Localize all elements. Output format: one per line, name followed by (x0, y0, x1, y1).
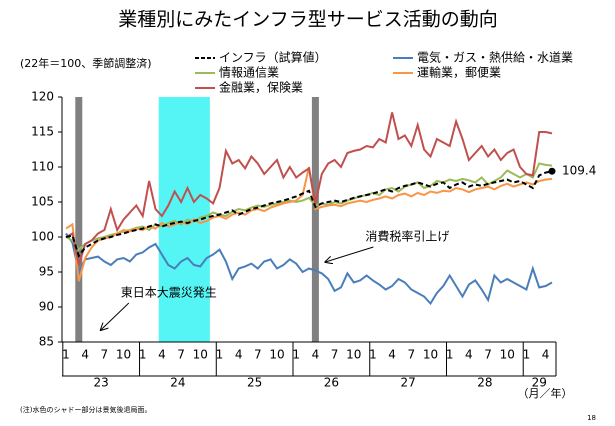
chart-title: 業種別にみたインフラ型サービス活動の動向 (118, 9, 497, 31)
year-label: 24 (170, 376, 185, 390)
year-label: 25 (247, 376, 262, 390)
series-line (65, 162, 553, 252)
annotation: 消費税率引上げ (365, 229, 449, 244)
x-tick-label: 10 (500, 348, 515, 362)
x-tick-label: 10 (193, 348, 208, 362)
legend-label: 電気・ガス・熱供給・水道業 (417, 50, 573, 65)
x-tick-label: 7 (407, 348, 415, 362)
legend-label: 金融業，保険業 (219, 80, 303, 95)
subtitle: (22年＝100、季節調整済) (20, 56, 152, 70)
x-tick-label: 1 (446, 348, 454, 362)
x-tick-label: 7 (101, 348, 109, 362)
x-tick-label: 1 (523, 348, 531, 362)
x-tick-label: 1 (369, 348, 377, 362)
year-label: 27 (400, 376, 415, 390)
x-tick-label: 4 (312, 348, 320, 362)
x-tick-label: 10 (423, 348, 438, 362)
x-tick-label: 4 (465, 348, 473, 362)
x-tick-label: 7 (484, 348, 492, 362)
year-label: 29 (532, 376, 547, 390)
x-tick-label: 10 (269, 348, 284, 362)
annotation-arrow (101, 302, 130, 330)
series-line (65, 232, 553, 306)
y-tick-label: 100 (31, 230, 54, 244)
y-tick-label: 105 (31, 195, 54, 209)
footnote: (注)水色のシャドー部分は景気後退局面。 (20, 405, 151, 414)
year-label: 23 (94, 376, 109, 390)
y-tick-label: 90 (39, 300, 54, 314)
y-tick-label: 110 (31, 160, 54, 174)
x-tick-label: 1 (139, 348, 147, 362)
end-point (548, 167, 556, 175)
x-unit-label: （月／年） (518, 386, 573, 400)
annotation-arrow (325, 246, 374, 262)
series-line (65, 112, 553, 266)
annotation: 東日本大震災発生 (121, 286, 217, 300)
x-tick-label: 1 (62, 348, 70, 362)
year-label: 28 (477, 376, 492, 390)
x-tick-label: 4 (542, 348, 550, 362)
x-tick-label: 4 (235, 348, 243, 362)
legend-label: 情報通信業 (219, 66, 279, 80)
series-line (65, 166, 553, 282)
end-value-label: 109.4 (562, 164, 596, 178)
x-tick-label: 1 (292, 348, 300, 362)
y-tick-label: 95 (39, 265, 54, 279)
event-bar (311, 97, 319, 342)
page-number: 18 (587, 414, 596, 422)
x-tick-label: 10 (116, 348, 131, 362)
y-tick-label: 85 (39, 335, 54, 349)
series-line (65, 170, 553, 259)
y-tick-label: 120 (31, 90, 54, 104)
x-tick-label: 7 (254, 348, 262, 362)
legend-label: インフラ（試算値） (219, 50, 327, 65)
y-tick-label: 115 (31, 125, 54, 139)
year-label: 26 (324, 376, 339, 390)
x-tick-label: 10 (346, 348, 361, 362)
x-tick-label: 4 (81, 348, 89, 362)
x-tick-label: 4 (388, 348, 396, 362)
x-tick-label: 1 (216, 348, 224, 362)
legend-label: 運輸業，郵便業 (417, 65, 501, 80)
x-tick-label: 7 (331, 348, 339, 362)
x-tick-label: 4 (158, 348, 166, 362)
x-tick-label: 7 (177, 348, 185, 362)
event-bar (75, 97, 83, 342)
